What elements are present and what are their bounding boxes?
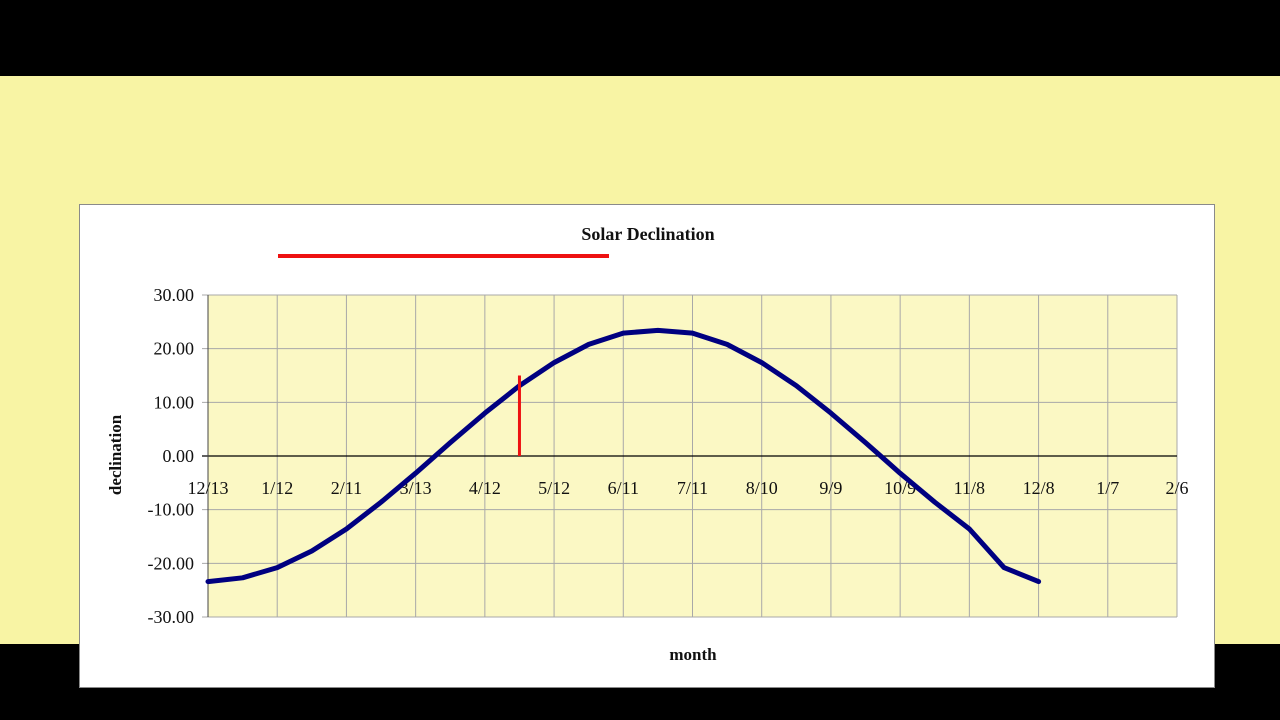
data-point — [1001, 565, 1007, 570]
x-axis-title: month — [669, 645, 717, 664]
data-point — [344, 526, 349, 532]
data-point — [275, 565, 280, 570]
data-point — [482, 410, 488, 416]
data-point — [586, 342, 591, 347]
data-point — [448, 440, 453, 445]
data-point — [309, 548, 315, 554]
x-tick-label: 4/12 — [469, 478, 501, 498]
y-tick-label: -20.00 — [148, 553, 195, 573]
data-point — [413, 470, 418, 476]
chart-title: Solar Declination — [581, 224, 714, 244]
data-point — [690, 330, 695, 336]
x-tick-label: 1/12 — [261, 478, 293, 498]
data-point — [967, 526, 972, 532]
data-point — [794, 383, 799, 388]
y-tick-label: 30.00 — [154, 285, 195, 305]
data-point — [759, 360, 764, 365]
video-frame: Solar Declination 30.00 20.00 10.00 0.00 -10… — [0, 76, 1280, 688]
data-point — [724, 342, 730, 347]
data-point — [932, 499, 937, 505]
x-tick-label: 8/10 — [746, 478, 778, 498]
x-tick-label: 7/11 — [677, 478, 708, 498]
x-tick-label: 12/8 — [1023, 478, 1055, 498]
data-point — [655, 328, 661, 333]
data-point — [1036, 579, 1041, 584]
data-point — [551, 360, 557, 365]
y-tick-label: -10.00 — [148, 500, 195, 520]
x-tick-label: 9/9 — [819, 478, 842, 498]
x-tick-label: 5/12 — [538, 478, 570, 498]
x-tick-label: 11/8 — [954, 478, 985, 498]
data-point — [621, 330, 626, 336]
y-tick-label: 0.00 — [163, 446, 195, 466]
x-axis-ticks: 12/13 1/12 2/11 3/13 4/12 5/12 6/11 7/11 8/10 9/9… — [187, 478, 1188, 498]
x-tick-label: 1/7 — [1096, 478, 1119, 498]
y-axis-ticks: 30.00 20.00 10.00 0.00 -10.00 -20.00 -30.00 — [148, 285, 195, 627]
y-tick-label: 10.00 — [154, 392, 195, 412]
data-point — [205, 579, 211, 584]
data-point — [897, 470, 903, 476]
chart-panel: Solar Declination 30.00 20.00 10.00 0.00 -10… — [79, 204, 1215, 688]
x-tick-label: 2/6 — [1165, 478, 1188, 498]
y-tick-label: -30.00 — [148, 607, 195, 627]
y-axis-title: declination — [106, 414, 125, 495]
data-point — [240, 575, 245, 581]
y-tick-label: 20.00 — [154, 339, 195, 359]
x-tick-label: 2/11 — [331, 478, 362, 498]
data-point — [863, 440, 868, 445]
grid — [202, 294, 1178, 618]
data-point — [828, 410, 834, 416]
x-tick-label: 6/11 — [608, 478, 639, 498]
x-tick-label: 12/13 — [187, 478, 228, 498]
data-point — [378, 499, 384, 505]
chart-svg: Solar Declination 30.00 20.00 10.00 0.00 -10… — [106, 224, 1189, 664]
